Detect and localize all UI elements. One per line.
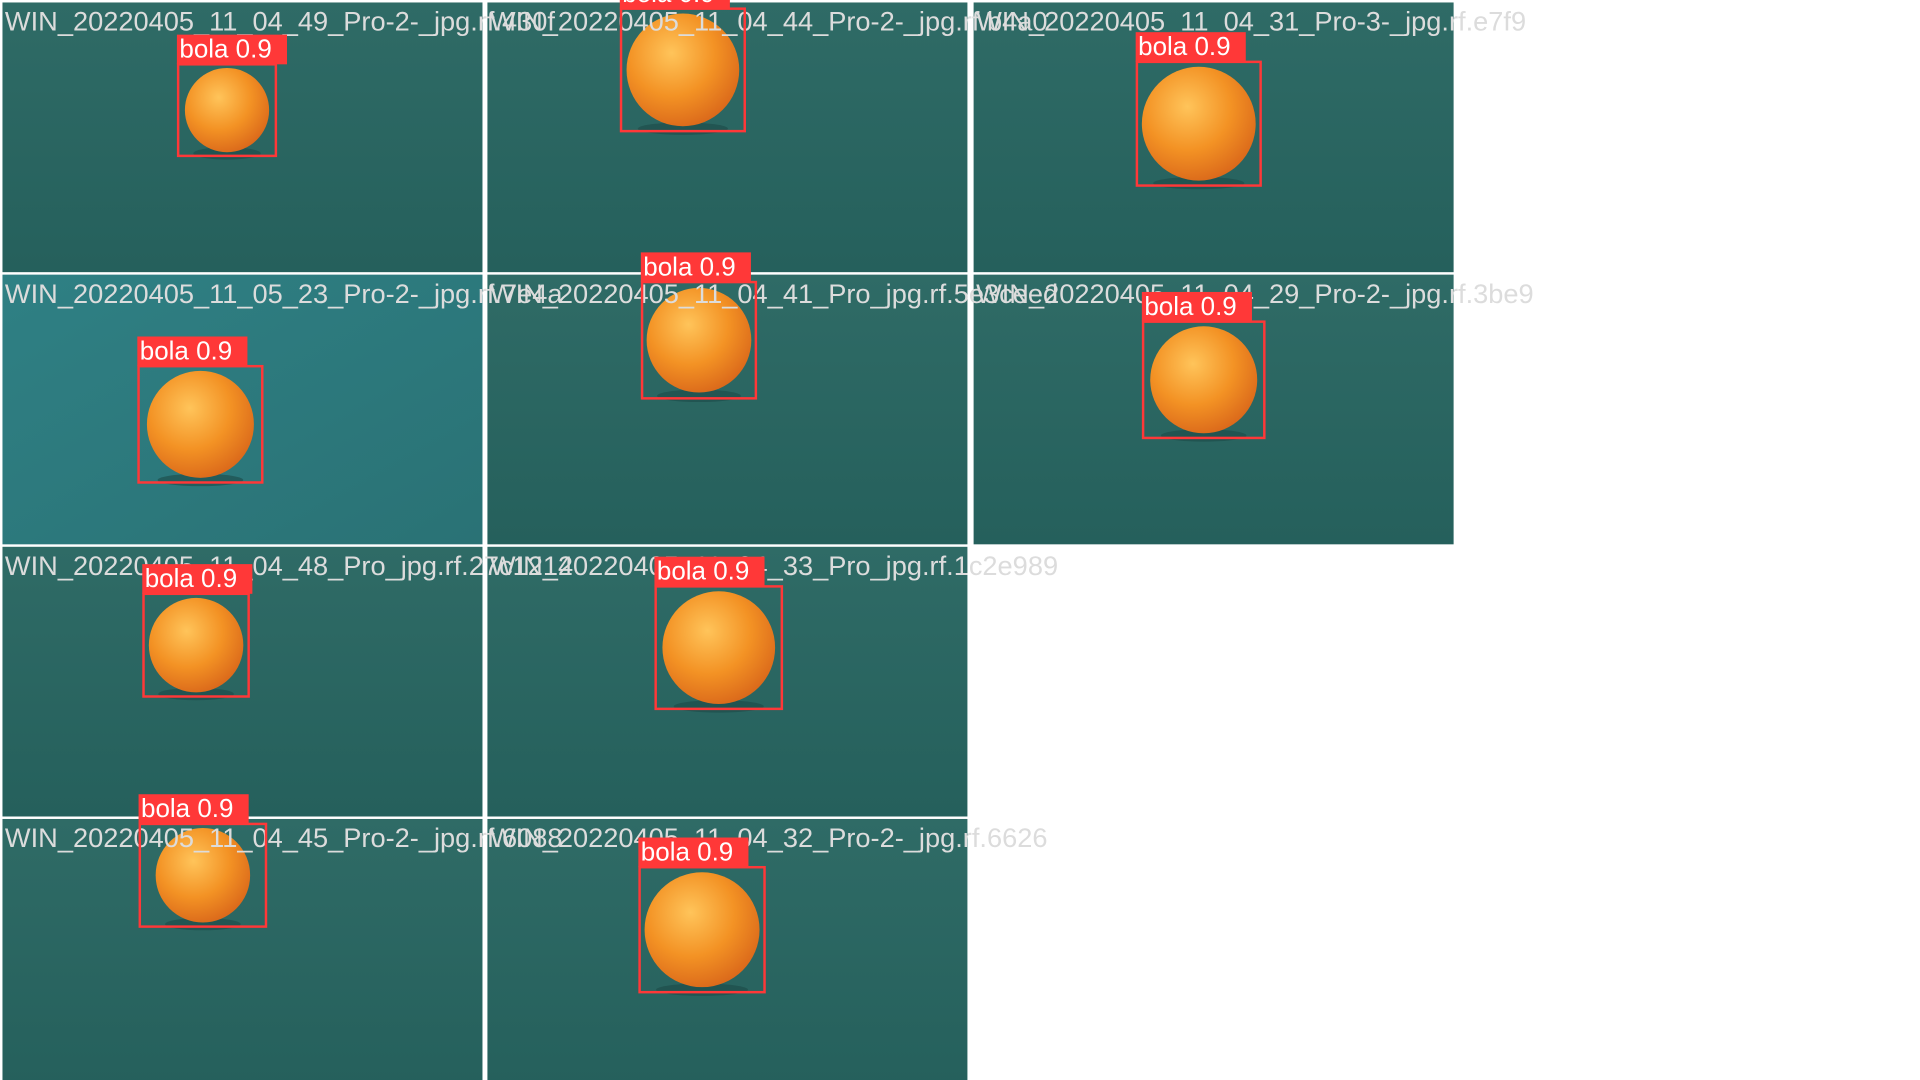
detection-label: bola 0.9 bbox=[141, 793, 233, 823]
label-background bbox=[640, 252, 751, 283]
label-background bbox=[142, 564, 253, 594]
ball bbox=[662, 591, 776, 704]
filename-layer: WIN_20220405_11_04_49_Pro-2-_jpg.rf.430f… bbox=[5, 6, 1534, 853]
ball bbox=[155, 828, 251, 923]
label-background bbox=[654, 556, 765, 587]
detection-label: bola 0.9 bbox=[1144, 291, 1236, 321]
detection-label: bola 0.9 bbox=[179, 34, 271, 64]
image-filename: WIN_20220405_11_04_31_Pro-3-_jpg.rf.e7f9 bbox=[976, 6, 1526, 37]
label-background bbox=[1141, 291, 1252, 322]
label-background bbox=[619, 0, 730, 9]
detection-label: bola 0.9 bbox=[140, 335, 232, 365]
image-filename: WIN_20220405_11_04_48_Pro_jpg.rf.27c1214 bbox=[5, 550, 573, 581]
detection-label: bola 0.9 bbox=[1138, 31, 1230, 61]
ball bbox=[644, 872, 760, 988]
image-tile bbox=[2, 818, 483, 1080]
image-tile bbox=[2, 274, 483, 545]
detection-label: bola 0.9 bbox=[622, 0, 714, 8]
image-tile bbox=[487, 2, 968, 273]
label-background bbox=[138, 794, 249, 824]
ball bbox=[1141, 66, 1256, 181]
image-filename: WIN_20220405_11_04_45_Pro-2-_jpg.rf.6088 bbox=[5, 822, 563, 853]
detection-layer: bola 0.9 bola 0.9 bola 0.9 bola 0.9 bola 0.9… bbox=[137, 0, 1266, 994]
image-filename: WIN_20220405_11_05_23_Pro-2-_jpg.rf.7e4a bbox=[5, 278, 563, 309]
ball bbox=[626, 13, 740, 127]
ball bbox=[148, 597, 244, 693]
image-filename: WIN_20220405_11_04_29_Pro-2-_jpg.rf.3be9 bbox=[976, 278, 1534, 309]
bounding-box bbox=[142, 592, 250, 698]
image-filename: WIN_20220405_11_04_32_Pro-2-_jpg.rf.6626 bbox=[490, 822, 1048, 853]
image-filename: WIN_20220405_11_04_44_Pro-2-_jpg.rf.b4a0 bbox=[490, 6, 1048, 37]
detection-label: bola 0.9 bbox=[145, 563, 237, 593]
image-filename: WIN_20220405_11_04_41_Pro_jpg.rf.5e3ceed bbox=[490, 278, 1058, 309]
ball bbox=[1150, 326, 1258, 434]
image-filename: WIN_20220405_11_04_33_Pro_jpg.rf.1c2e989 bbox=[490, 550, 1058, 581]
label-background bbox=[176, 34, 288, 65]
label-background bbox=[1135, 32, 1246, 62]
image-tile bbox=[487, 274, 968, 545]
image-tile bbox=[487, 546, 968, 817]
label-background bbox=[137, 336, 248, 367]
image-layer bbox=[2, 2, 1454, 1080]
image-filename: WIN_20220405_11_04_49_Pro-2-_jpg.rf.430f bbox=[5, 6, 555, 37]
label-background bbox=[638, 837, 749, 868]
detection-label: bola 0.9 bbox=[643, 251, 735, 281]
detection-label: bola 0.9 bbox=[641, 836, 733, 866]
ball bbox=[184, 67, 270, 153]
detection-label: bola 0.9 bbox=[657, 556, 749, 586]
ball bbox=[146, 370, 254, 478]
ball bbox=[646, 287, 752, 393]
